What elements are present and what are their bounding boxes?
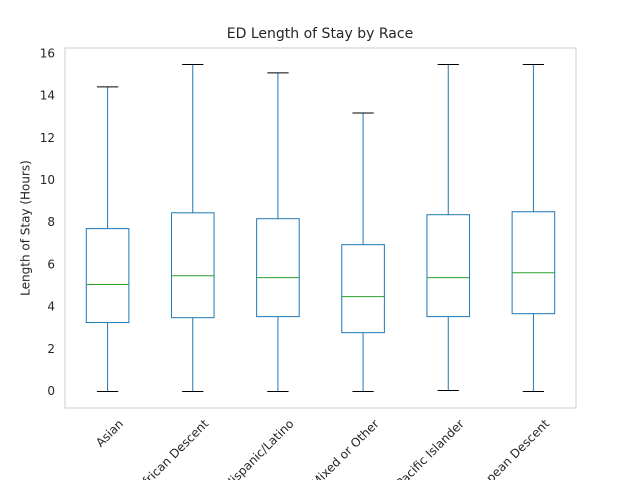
x-tick-label: Mixed or Other [309, 417, 382, 480]
box [426, 214, 471, 318]
box [256, 218, 300, 318]
x-tick-label: African Descent [134, 416, 211, 480]
y-tick-label: 8 [47, 215, 55, 229]
y-tick-label: 4 [47, 300, 55, 314]
y-tick-label: 6 [47, 257, 55, 271]
y-tick-label: 12 [40, 131, 55, 145]
y-tick-label: 2 [47, 342, 55, 356]
plot-frame [64, 47, 577, 409]
y-tick-label: 16 [40, 46, 55, 60]
x-tick-label: Pacific Islander [393, 417, 467, 480]
y-tick-label: 0 [47, 384, 55, 398]
box [511, 211, 556, 315]
box [170, 212, 215, 319]
box [341, 244, 385, 334]
x-tick-label: Hispanic/Latino [221, 417, 296, 480]
chart-title: ED Length of Stay by Race [227, 26, 413, 42]
y-axis-label: Length of Stay (Hours) [19, 160, 33, 296]
y-tick-label: 10 [40, 173, 55, 187]
box [85, 228, 130, 324]
x-tick-label: Asian [93, 417, 126, 450]
y-tick-label: 14 [40, 89, 55, 103]
x-tick-label: European Descent [464, 416, 552, 480]
